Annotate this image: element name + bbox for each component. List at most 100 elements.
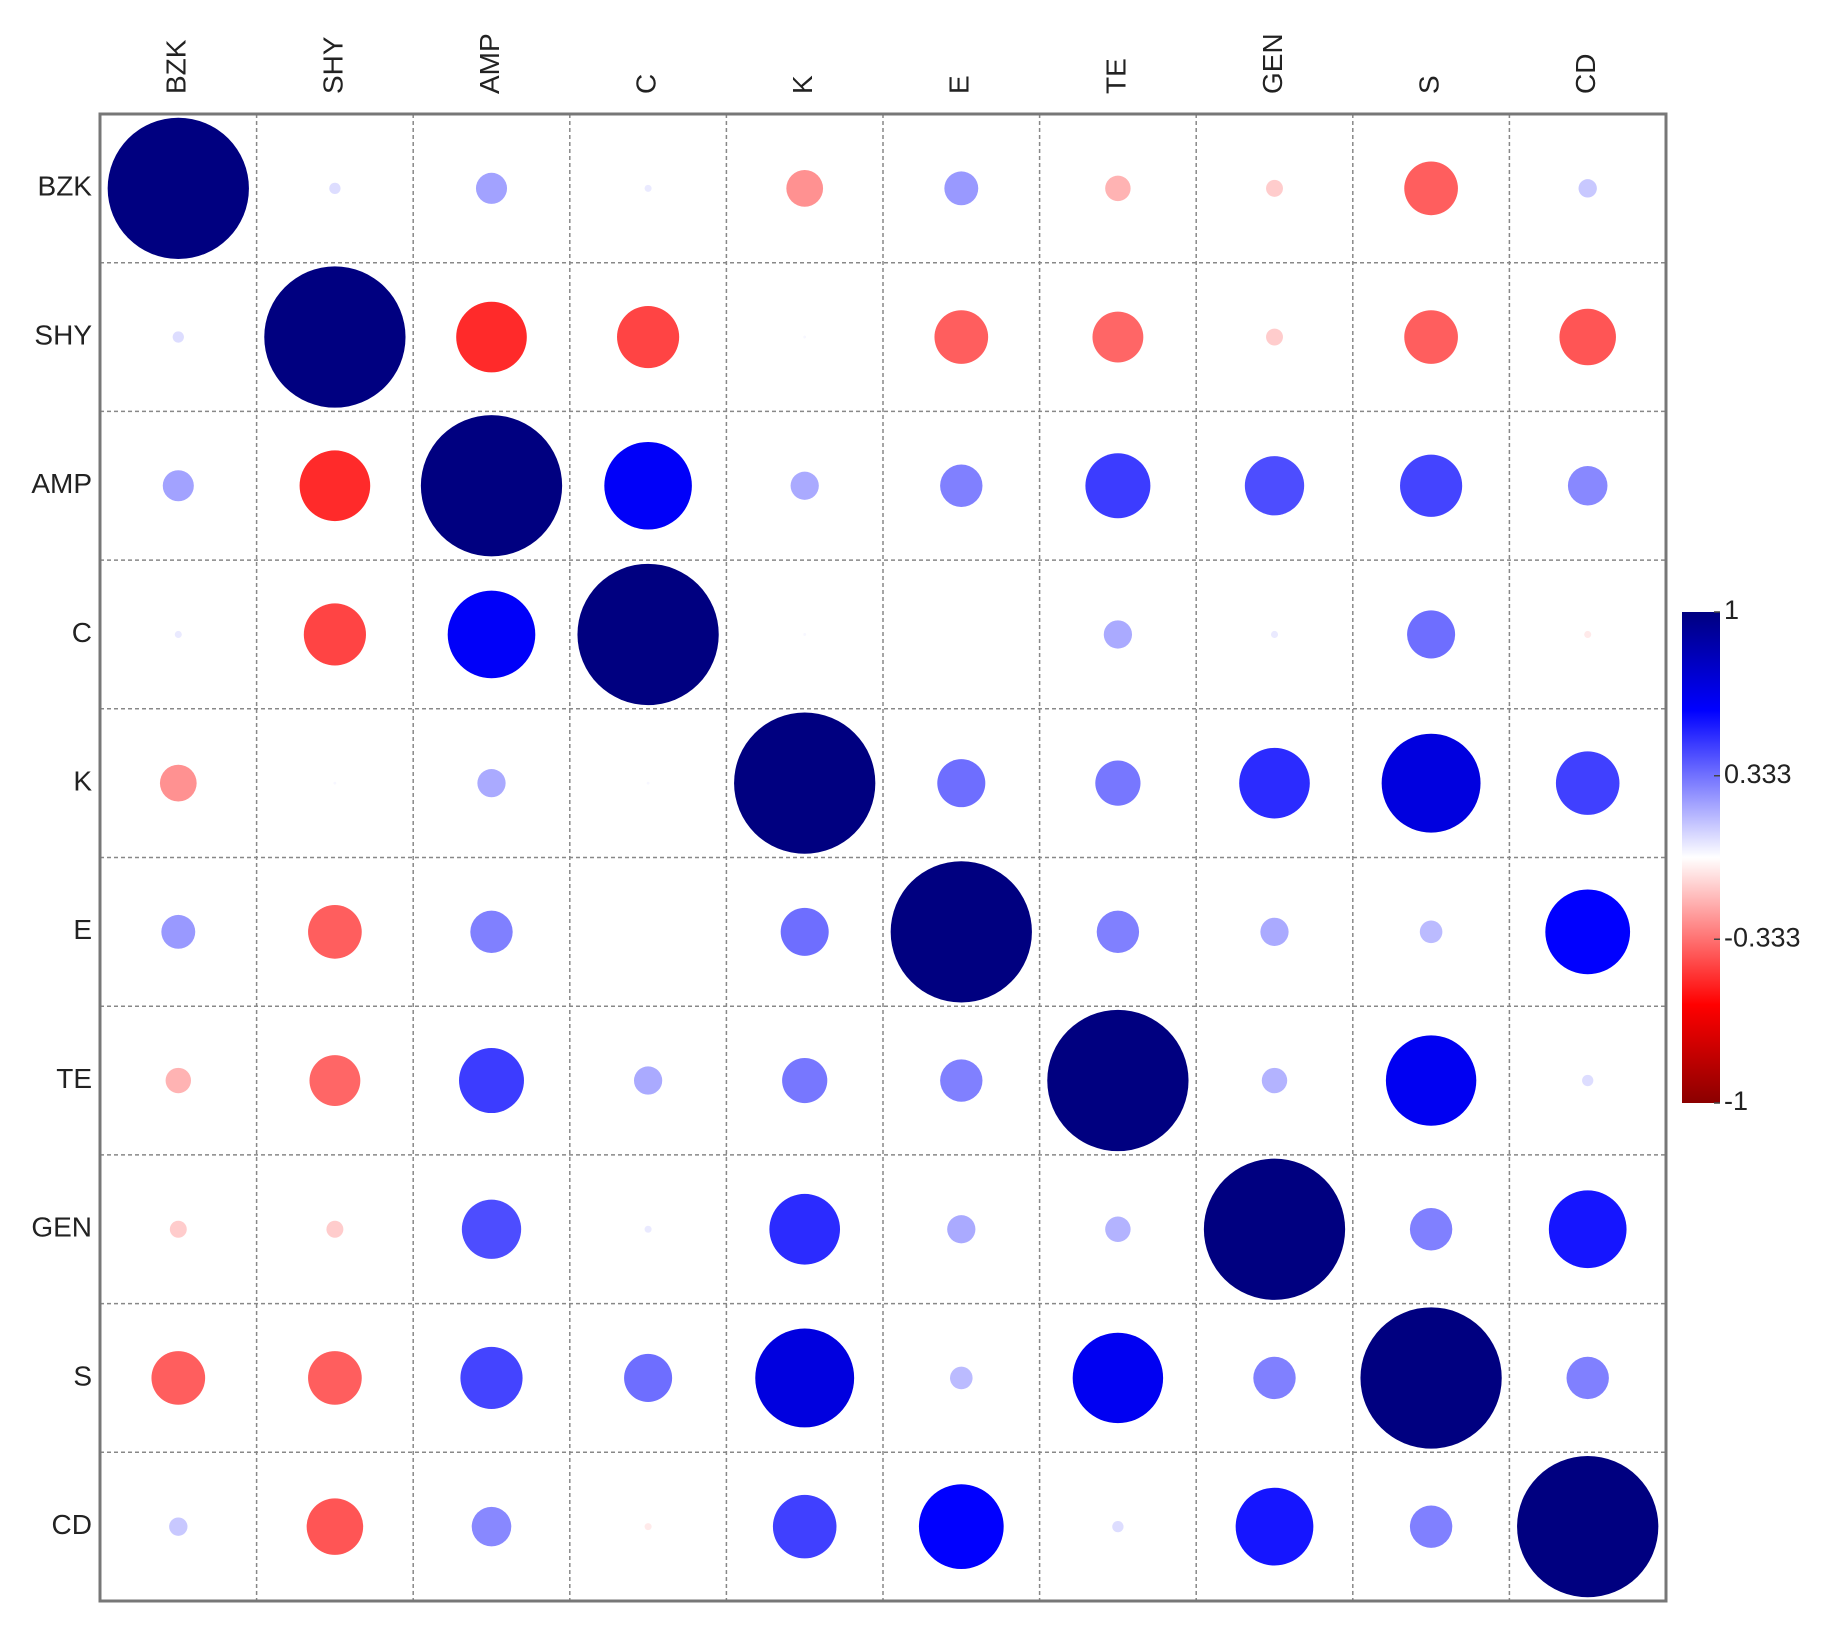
row-label: CD	[52, 1509, 92, 1540]
correlation-dot	[1567, 465, 1608, 506]
correlation-dot	[1095, 760, 1141, 806]
correlation-dot	[890, 861, 1032, 1003]
correlation-dot	[329, 182, 341, 195]
column-label: SHY	[317, 36, 348, 94]
correlation-dot	[1105, 1216, 1131, 1242]
correlation-dot	[1260, 917, 1289, 946]
correlation-dot	[617, 305, 680, 369]
correlation-dot	[169, 1220, 187, 1238]
correlation-dot	[475, 172, 508, 204]
correlation-dot	[308, 905, 362, 959]
correlation-dot	[803, 335, 807, 339]
correlation-dot	[309, 1055, 361, 1106]
plot-frame	[98, 112, 1668, 1603]
correlation-dot	[306, 1498, 364, 1555]
correlation-dot	[420, 415, 563, 557]
correlation-dot	[780, 907, 829, 956]
correlation-dot	[772, 1494, 837, 1559]
correlation-dot	[1261, 1067, 1288, 1094]
correlation-dot	[460, 1346, 523, 1410]
colorbar-tick-label: 0.333	[1724, 759, 1792, 789]
correlation-dot	[1545, 889, 1631, 975]
correlation-dot	[459, 1048, 524, 1114]
correlation-dot	[162, 470, 194, 502]
column-label: C	[630, 74, 661, 94]
row-label: SHY	[34, 319, 92, 350]
column-label: GEN	[1257, 33, 1288, 94]
correlation-dot	[1559, 308, 1616, 366]
correlation-dot	[734, 712, 876, 854]
correlation-dot	[1584, 630, 1592, 638]
correlation-dot	[803, 633, 807, 636]
correlation-dot	[151, 1351, 206, 1405]
correlation-dot	[447, 590, 536, 679]
correlation-dot	[755, 1328, 855, 1428]
correlation-dot	[159, 764, 197, 802]
correlation-dot	[644, 1225, 652, 1233]
colorbar-tick-label: 1	[1724, 595, 1739, 625]
column-label: AMP	[474, 33, 505, 94]
correlation-dot	[470, 910, 513, 954]
correlation-dot	[477, 769, 506, 798]
correlation-dot	[1409, 1505, 1453, 1548]
correlation-dot	[107, 117, 249, 259]
correlation-dot	[333, 781, 337, 785]
correlation-dot	[1407, 610, 1456, 659]
correlation-dot	[326, 1220, 344, 1238]
correlation-dot	[1203, 1158, 1346, 1300]
row-label: BZK	[38, 171, 93, 202]
correlation-dot	[1566, 1356, 1609, 1400]
colorbar-tick-label: -0.333	[1724, 922, 1801, 952]
correlation-dot	[1266, 328, 1283, 346]
correlation-dot	[949, 1366, 973, 1390]
correlation-dot	[165, 1067, 192, 1094]
correlation-dot	[786, 169, 824, 207]
column-label: BZK	[161, 39, 192, 94]
column-label: CD	[1570, 54, 1601, 94]
correlation-dot	[1270, 630, 1279, 638]
correlation-dot	[644, 184, 652, 192]
correlation-dot	[161, 914, 196, 949]
correlation-dot	[944, 171, 979, 206]
correlation-dot	[624, 1353, 673, 1402]
correlation-dot	[303, 603, 366, 666]
row-label: K	[73, 766, 92, 797]
correlation-dot	[1555, 751, 1620, 815]
correlation-dot	[769, 1193, 841, 1265]
correlation-dot	[1400, 454, 1463, 517]
correlation-dot	[172, 331, 184, 343]
correlation-dot	[1582, 1074, 1594, 1087]
row-label: TE	[56, 1063, 92, 1094]
column-label: E	[944, 75, 975, 94]
correlation-dot	[940, 464, 983, 507]
correlation-dot	[1235, 1487, 1314, 1566]
correlation-dot	[1404, 161, 1458, 216]
correlation-dot	[1404, 310, 1458, 364]
column-label: S	[1413, 75, 1444, 94]
column-label: K	[787, 75, 818, 94]
correlation-dot	[782, 1057, 828, 1104]
correlation-dot	[174, 630, 182, 638]
correlation-dot	[1548, 1190, 1627, 1269]
correlation-dot	[264, 266, 406, 408]
correlation-dot	[604, 441, 692, 530]
correlation-dot	[299, 450, 371, 522]
correlation-dot	[1381, 733, 1481, 833]
column-label: TE	[1100, 58, 1131, 94]
correlation-dot	[1419, 920, 1443, 944]
correlation-dot	[918, 1484, 1004, 1570]
correlation-dot	[169, 1517, 188, 1536]
correlation-dot	[790, 471, 819, 500]
correlation-dot	[1253, 1356, 1296, 1400]
correlation-dot	[471, 1506, 512, 1547]
correlation-dot	[1578, 179, 1597, 198]
correlation-dot	[456, 301, 527, 373]
correlation-dot	[646, 781, 650, 785]
correlation-dot	[1239, 747, 1310, 819]
correlation-dot	[934, 310, 989, 364]
row-label: E	[73, 914, 92, 945]
correlation-dot	[1103, 620, 1133, 649]
correlation-dot	[947, 1215, 976, 1244]
correlation-dot	[1385, 1035, 1477, 1126]
